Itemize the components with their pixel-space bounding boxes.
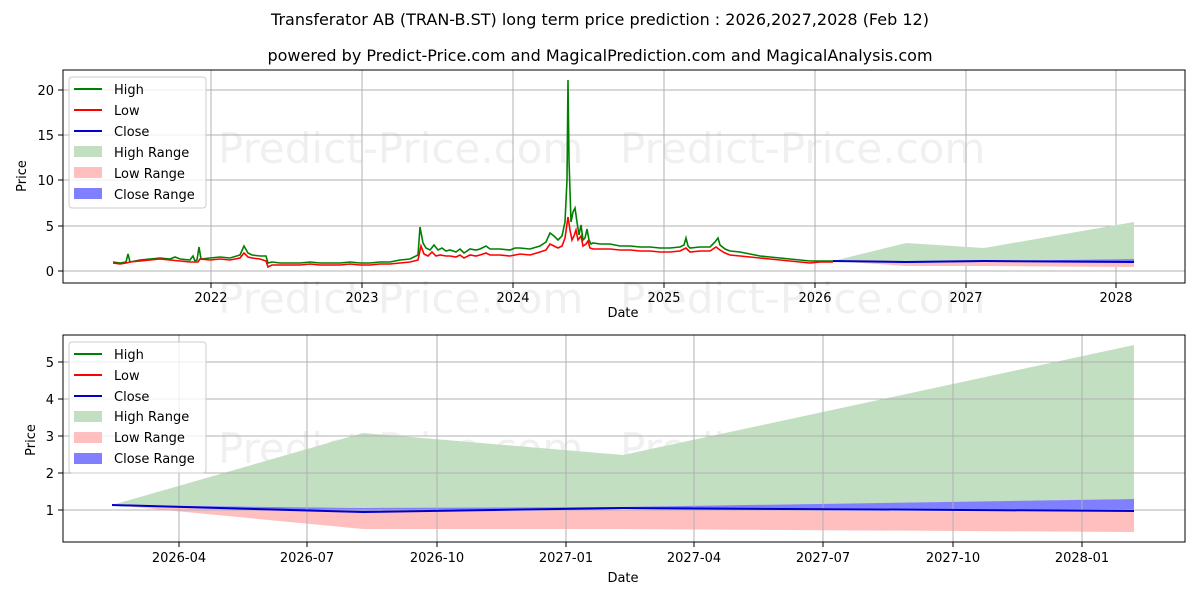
x-tick-label: 2027-07: [796, 551, 850, 566]
y-tick-label: 3: [46, 430, 54, 445]
y-tick-label: 5: [46, 356, 54, 371]
top-axes-frame: [62, 69, 1186, 284]
close-line: [832, 259, 1135, 264]
y-tick-label: 2: [46, 467, 54, 482]
top-legend: High Low Close High Range Low Range Clos…: [68, 76, 207, 209]
high-line: [112, 79, 833, 264]
x-tick-label: 2027-04: [667, 551, 721, 566]
legend-high-range-swatch: [74, 146, 102, 157]
legend-high-label: High: [114, 348, 144, 363]
legend-close-range-swatch: [74, 188, 102, 199]
x-tick-label: 2026-07: [280, 551, 334, 566]
legend-close-range-label: Close Range: [114, 452, 195, 467]
close-line: [111, 504, 1135, 514]
x-tick-label: 2028-01: [1055, 551, 1109, 566]
top-grid: [63, 70, 1185, 283]
x-tick-label: 2027-10: [926, 551, 980, 566]
high-range-area: [112, 345, 1134, 508]
legend-high-label: High: [114, 83, 144, 98]
y-tick-label: 10: [37, 174, 54, 189]
x-tick-label: 2026: [798, 291, 831, 306]
legend-close-label: Close: [114, 125, 149, 140]
legend-low-label: Low: [114, 369, 140, 384]
top-x-axis: 2022 2023 2024 2025 2026 2027 2028 Date: [194, 283, 1133, 321]
top-y-axis: 0 5 10 15 20 Price: [15, 84, 63, 280]
top-chart: Predict-Price.com Predict-Price.com Pred…: [15, 69, 1186, 323]
low-range-area: [833, 261, 1134, 267]
watermark: Predict-Price.com: [620, 274, 985, 323]
chart-title: Transferator AB (TRAN-B.ST) long term pr…: [271, 10, 929, 29]
legend-low-label: Low: [114, 104, 140, 119]
legend-low-range-label: Low Range: [114, 167, 185, 182]
x-tick-label: 2025: [647, 291, 680, 306]
x-tick-label: 2022: [194, 291, 227, 306]
watermark: Predict-Price.com: [620, 124, 985, 173]
chart-subtitle: powered by Predict-Price.com and Magical…: [267, 46, 933, 65]
bottom-y-axis: 1 2 3 4 5 Price: [24, 356, 63, 519]
y-axis-label: Price: [15, 160, 30, 192]
y-tick-label: 4: [46, 393, 54, 408]
x-axis-label: Date: [607, 571, 638, 586]
legend-low-range-label: Low Range: [114, 431, 185, 446]
legend-close-range-swatch: [74, 453, 102, 464]
x-tick-label: 2026-10: [410, 551, 464, 566]
legend-close-label: Close: [114, 390, 149, 405]
x-tick-label: 2023: [345, 291, 378, 306]
x-tick-label: 2028: [1099, 291, 1132, 306]
x-axis-label: Date: [607, 306, 638, 321]
x-tick-label: 2027-01: [539, 551, 593, 566]
watermark: Predict-Price.com: [218, 124, 583, 173]
y-axis-label: Price: [24, 424, 39, 456]
legend-high-range-label: High Range: [114, 146, 189, 161]
bottom-axes-frame: [62, 334, 1186, 543]
y-tick-label: 15: [37, 129, 54, 144]
watermark: Predict-Price.com: [218, 274, 583, 323]
bottom-legend: High Low Close High Range Low Range Clos…: [68, 341, 207, 474]
y-tick-label: 1: [46, 504, 54, 519]
x-tick-label: 2026-04: [152, 551, 206, 566]
low-range-area: [112, 505, 1134, 532]
low-line: [112, 216, 833, 269]
legend-high-range-label: High Range: [114, 410, 189, 425]
high-range-area: [833, 222, 1134, 262]
y-tick-label: 20: [37, 84, 54, 99]
legend-close-range-label: Close Range: [114, 188, 195, 203]
y-tick-label: 0: [46, 265, 54, 280]
bottom-chart: Predict-Price.com Predict-Price.com: [24, 334, 1186, 586]
legend-low-range-swatch: [74, 167, 102, 178]
x-tick-label: 2027: [949, 291, 982, 306]
legend-low-range-swatch: [74, 432, 102, 443]
x-tick-label: 2024: [496, 291, 529, 306]
legend-high-range-swatch: [74, 411, 102, 422]
bottom-x-axis: 2026-04 2026-07 2026-10 2027-01 2027-04 …: [152, 542, 1109, 586]
y-tick-label: 5: [46, 220, 54, 235]
